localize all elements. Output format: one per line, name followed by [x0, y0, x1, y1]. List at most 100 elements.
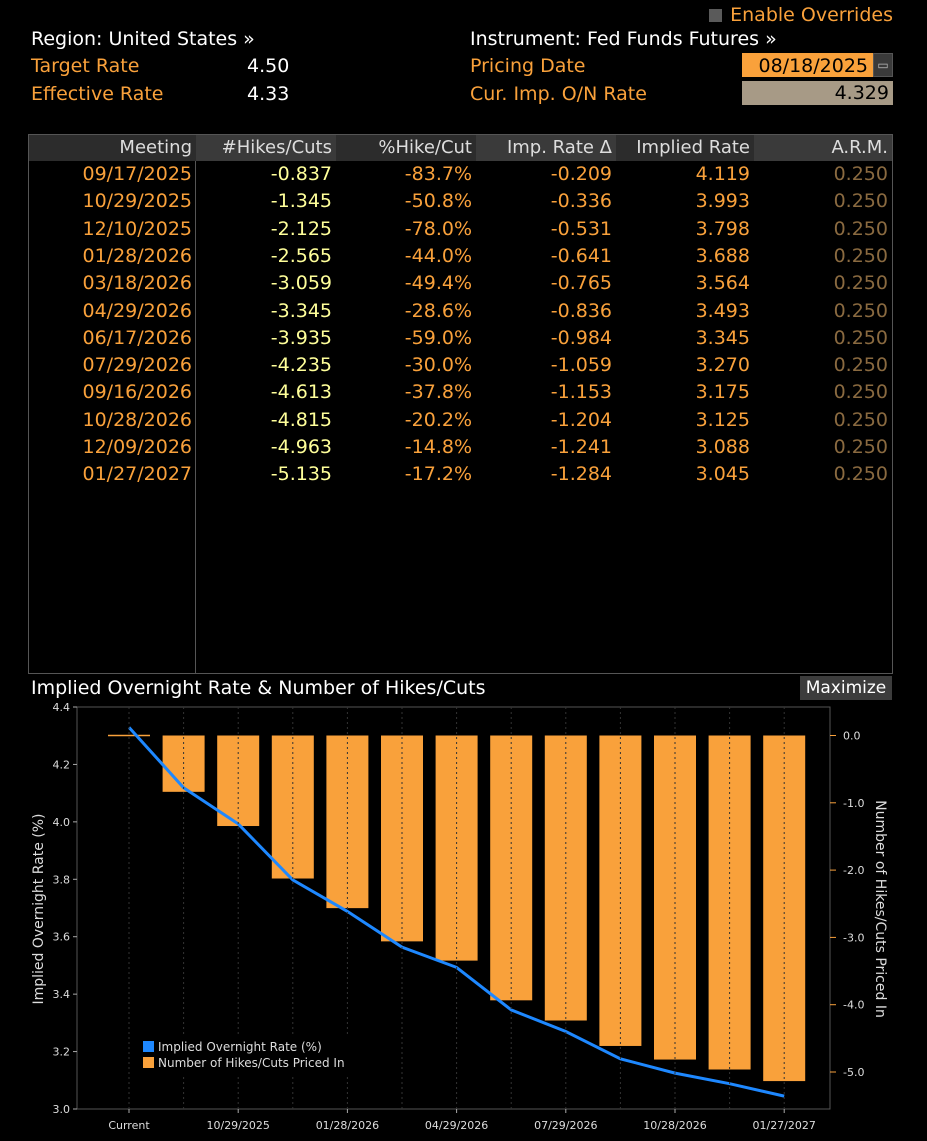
- maximize-button[interactable]: Maximize: [800, 676, 892, 700]
- cell-imp-rate-delta: -1.241: [550, 436, 612, 458]
- legend-line-label: Implied Overnight Rate (%): [158, 1040, 322, 1054]
- cell-arm: 0.250: [833, 163, 888, 185]
- cell-hikes-cuts: -2.565: [270, 244, 332, 267]
- right-axis-title: Number of Hikes/Cuts Priced In: [872, 800, 888, 1018]
- cell-arm: 0.250: [833, 408, 888, 431]
- cell-pct-hike-cut: -20.2%: [404, 408, 472, 431]
- table-row[interactable]: 12/09/2026 -4.963 -14.8% -1.241 3.088 0.250: [29, 434, 892, 461]
- table-row[interactable]: 01/28/2026 -2.565 -44.0% -0.641 3.688 0.250: [29, 243, 892, 270]
- cell-imp-rate-delta: -0.641: [550, 244, 612, 267]
- chart-title: Implied Overnight Rate & Number of Hikes…: [31, 677, 486, 699]
- pricing-date-input[interactable]: 08/18/2025: [742, 53, 873, 77]
- table-row[interactable]: 10/29/2025 -1.345 -50.8% -0.336 3.993 0.250: [29, 188, 892, 215]
- x-tick-label: 01/28/2026: [316, 1119, 379, 1132]
- col-arm[interactable]: A.R.M.: [754, 135, 892, 161]
- chart-legend: Implied Overnight Rate (%) Number of Hik…: [134, 1034, 358, 1076]
- cell-arm: 0.250: [833, 299, 888, 322]
- cell-hikes-cuts: -4.613: [270, 381, 332, 404]
- cell-implied-rate: 3.688: [695, 244, 750, 267]
- cell-implied-rate: 3.993: [695, 190, 750, 213]
- cell-implied-rate: 3.493: [695, 299, 750, 322]
- cell-imp-rate-delta: -0.209: [550, 163, 612, 185]
- cell-implied-rate: 3.175: [695, 381, 750, 404]
- cell-meeting: 12/10/2025: [82, 217, 192, 240]
- implied-rates-table: Meeting #Hikes/Cuts %Hike/Cut Imp. Rate …: [28, 134, 893, 674]
- legend-bar-swatch: [143, 1057, 154, 1068]
- table-row[interactable]: 03/18/2026 -3.059 -49.4% -0.765 3.564 0.250: [29, 270, 892, 297]
- cell-implied-rate: 3.045: [695, 463, 750, 486]
- col-pct-hike-cut[interactable]: %Hike/Cut: [378, 137, 472, 158]
- right-tick-label: -3.0: [843, 931, 864, 944]
- table-row[interactable]: 01/27/2027 -5.135 -17.2% -1.284 3.045 0.250: [29, 461, 892, 488]
- cell-arm: 0.250: [833, 381, 888, 404]
- cell-hikes-cuts: -5.135: [270, 463, 332, 486]
- implied-rate-chart: 3.0 3.2 3.4 3.6 3.8 4.0 4.2 4.4 0.0 -1.0 -2.0 -3.0 -…: [31, 702, 888, 1132]
- right-tick-label: -4.0: [843, 999, 864, 1012]
- cell-imp-rate-delta: -1.204: [550, 408, 612, 431]
- cell-imp-rate-delta: -1.284: [550, 463, 612, 486]
- cell-meeting: 04/29/2026: [82, 299, 192, 322]
- cell-arm: 0.250: [833, 217, 888, 240]
- cell-pct-hike-cut: -59.0%: [404, 326, 472, 349]
- cell-meeting: 06/17/2026: [82, 326, 192, 349]
- cell-hikes-cuts: -0.837: [270, 163, 332, 185]
- cell-meeting: 03/18/2026: [82, 272, 192, 295]
- cell-imp-rate-delta: -0.765: [550, 272, 612, 295]
- cell-hikes-cuts: -1.345: [270, 190, 332, 213]
- cell-imp-rate-delta: -0.984: [550, 326, 612, 349]
- onrate-label: Cur. Imp. O/N Rate: [470, 83, 647, 105]
- table-row[interactable]: 10/28/2026 -4.815 -20.2% -1.204 3.125 0.250: [29, 407, 892, 434]
- table-row[interactable]: 07/29/2026 -4.235 -30.0% -1.059 3.270 0.250: [29, 352, 892, 379]
- table-row[interactable]: 09/16/2026 -4.613 -37.8% -1.153 3.175 0.250: [29, 379, 892, 406]
- left-tick-label: 3.6: [53, 931, 71, 944]
- table-row[interactable]: 04/29/2026 -3.345 -28.6% -0.836 3.493 0.250: [29, 298, 892, 325]
- calendar-icon[interactable]: ▭: [873, 53, 893, 77]
- target-rate-label: Target Rate: [31, 55, 140, 77]
- onrate-input[interactable]: 4.329: [742, 81, 893, 105]
- table-row[interactable]: 12/10/2025 -2.125 -78.0% -0.531 3.798 0.250: [29, 216, 892, 243]
- cell-hikes-cuts: -4.815: [270, 408, 332, 431]
- cell-implied-rate: 3.088: [695, 436, 750, 458]
- enable-overrides-toggle[interactable]: Enable Overrides: [709, 4, 893, 26]
- region-selector[interactable]: Region: United States »: [31, 28, 255, 50]
- left-tick-label: 3.8: [53, 873, 71, 886]
- cell-hikes-cuts: -3.935: [270, 326, 332, 349]
- left-tick-label: 4.0: [53, 816, 71, 829]
- legend-box: [134, 1034, 358, 1076]
- cell-pct-hike-cut: -78.0%: [404, 217, 472, 240]
- cell-meeting: 10/29/2025: [82, 190, 192, 213]
- col-meeting[interactable]: Meeting: [119, 137, 192, 158]
- cell-meeting: 07/29/2026: [82, 354, 192, 377]
- left-tick-label: 4.2: [53, 758, 71, 771]
- plot-frame: [76, 706, 831, 1110]
- pricing-date-label: Pricing Date: [470, 55, 586, 77]
- table-row[interactable]: 09/17/2025 -0.837 -83.7% -0.209 4.119 0.250: [29, 161, 892, 188]
- col-imp-rate-delta[interactable]: Imp. Rate Δ: [476, 135, 616, 161]
- table-row[interactable]: 06/17/2026 -3.935 -59.0% -0.984 3.345 0.250: [29, 325, 892, 352]
- cell-meeting: 10/28/2026: [82, 408, 192, 431]
- cell-meeting: 09/16/2026: [82, 381, 192, 404]
- cell-meeting: 01/27/2027: [82, 463, 192, 486]
- table-header: Meeting #Hikes/Cuts %Hike/Cut Imp. Rate …: [29, 135, 892, 161]
- cell-arm: 0.250: [833, 463, 888, 486]
- col-hikes-cuts[interactable]: #Hikes/Cuts: [196, 135, 336, 161]
- right-tick-label: 0.0: [843, 730, 861, 743]
- cell-pct-hike-cut: -44.0%: [404, 244, 472, 267]
- cell-implied-rate: 3.564: [695, 272, 750, 295]
- effective-rate-label: Effective Rate: [31, 83, 164, 105]
- left-axis-title: Implied Overnight Rate (%): [31, 813, 47, 1004]
- checkbox-icon[interactable]: [709, 8, 723, 22]
- legend-line-swatch: [143, 1041, 154, 1052]
- cell-implied-rate: 3.125: [695, 408, 750, 431]
- cell-hikes-cuts: -3.345: [270, 299, 332, 322]
- right-tick-label: -5.0: [843, 1066, 864, 1079]
- cell-arm: 0.250: [833, 436, 888, 458]
- column-divider: [195, 161, 196, 673]
- cell-imp-rate-delta: -1.059: [550, 354, 612, 377]
- cell-pct-hike-cut: -49.4%: [404, 272, 472, 295]
- cell-arm: 0.250: [833, 190, 888, 213]
- instrument-selector[interactable]: Instrument: Fed Funds Futures »: [470, 28, 777, 50]
- col-implied-rate[interactable]: Implied Rate: [636, 137, 750, 158]
- cell-arm: 0.250: [833, 272, 888, 295]
- cell-imp-rate-delta: -0.336: [550, 190, 612, 213]
